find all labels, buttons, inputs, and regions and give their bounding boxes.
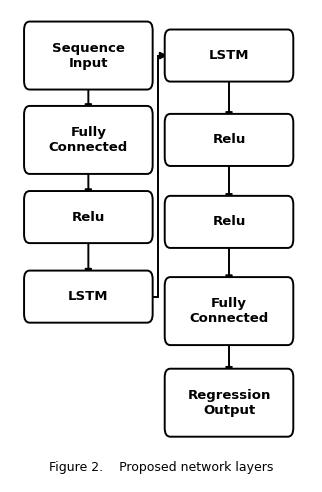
Text: Figure 2.    Proposed network layers: Figure 2. Proposed network layers	[49, 461, 273, 474]
FancyBboxPatch shape	[165, 369, 293, 437]
FancyBboxPatch shape	[165, 277, 293, 345]
Text: Regression
Output: Regression Output	[187, 389, 271, 417]
FancyBboxPatch shape	[24, 106, 153, 174]
Text: Relu: Relu	[212, 215, 246, 228]
FancyBboxPatch shape	[24, 22, 153, 90]
FancyBboxPatch shape	[24, 271, 153, 323]
Text: Relu: Relu	[72, 211, 105, 223]
FancyBboxPatch shape	[165, 196, 293, 248]
Text: LSTM: LSTM	[68, 290, 109, 303]
FancyBboxPatch shape	[165, 114, 293, 166]
Text: Fully
Connected: Fully Connected	[49, 126, 128, 154]
Text: Relu: Relu	[212, 133, 246, 147]
Text: LSTM: LSTM	[209, 49, 249, 62]
Text: Sequence
Input: Sequence Input	[52, 41, 125, 69]
Text: Fully
Connected: Fully Connected	[189, 297, 269, 325]
FancyBboxPatch shape	[165, 30, 293, 82]
FancyBboxPatch shape	[24, 191, 153, 243]
